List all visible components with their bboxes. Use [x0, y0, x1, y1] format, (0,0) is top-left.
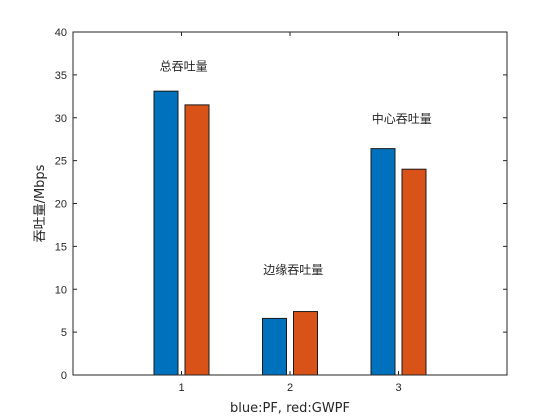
plot-area	[73, 32, 507, 375]
y-axis-ticks: 0 5 10 15 20 25 30 35 40	[55, 27, 507, 382]
y-tick-label: 20	[55, 199, 67, 211]
y-tick-label: 5	[61, 327, 67, 339]
y-tick-label: 40	[55, 27, 67, 39]
x-axis-label: blue:PF, red:GWPF	[230, 401, 350, 416]
annotation-label: 总吞吐量	[160, 60, 208, 74]
bar-series2-cat1	[184, 104, 210, 376]
y-tick-label: 30	[55, 113, 67, 125]
bar-series2-cat2	[293, 311, 318, 376]
x-tick-label: 3	[395, 382, 401, 394]
bar-series1-cat3	[370, 148, 396, 376]
annotation-label: 边缘吞吐量	[263, 263, 323, 277]
y-tick-label: 15	[55, 241, 67, 253]
x-tick-label: 1	[178, 382, 184, 394]
y-tick-label: 35	[55, 70, 67, 82]
bar-series1-cat2	[262, 317, 287, 376]
bar-series2-cat3	[401, 168, 427, 376]
plot-frame	[72, 31, 508, 376]
y-tick-label: 0	[61, 370, 67, 382]
y-axis-label: 吞吐量/Mbps	[33, 164, 48, 242]
bar-series1-cat1	[153, 90, 179, 376]
bars-group	[153, 90, 427, 376]
y-tick-label: 25	[55, 156, 67, 168]
x-axis-ticks: 1 2 3	[178, 32, 402, 394]
x-tick-label: 2	[287, 382, 293, 394]
y-tick-label: 10	[55, 284, 67, 296]
annotation-label: 中心吞吐量	[372, 111, 432, 126]
